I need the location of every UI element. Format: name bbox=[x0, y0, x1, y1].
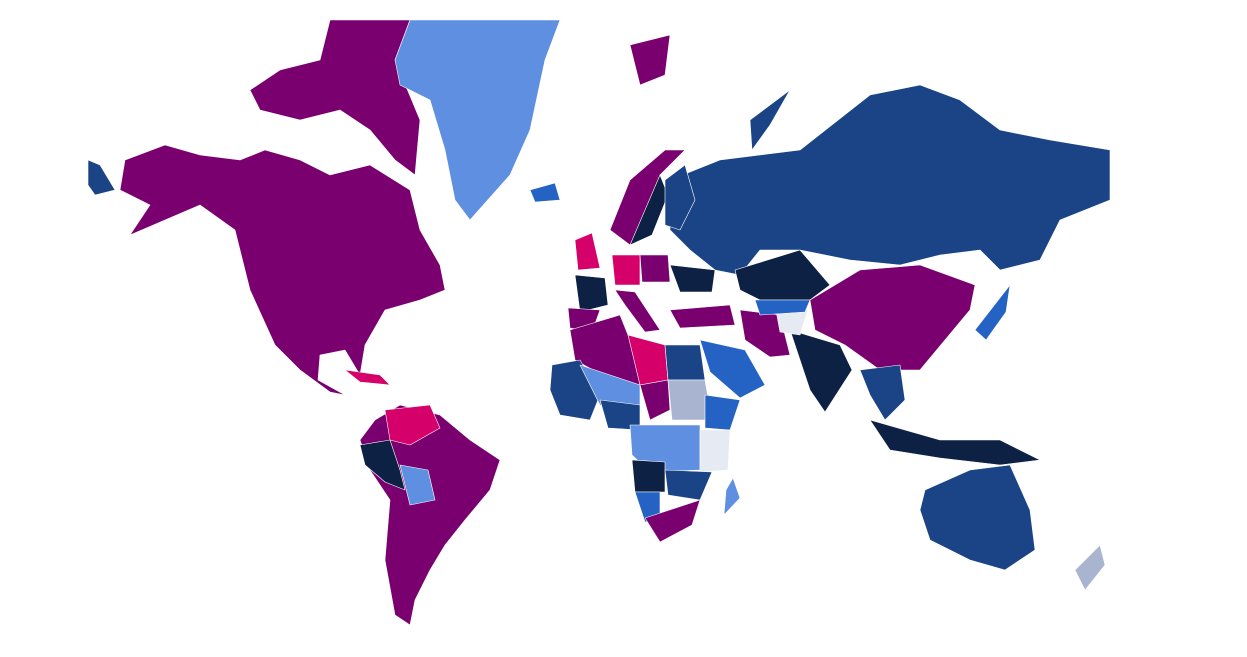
region-south-america[interactable] bbox=[359, 404, 501, 626]
region-new-zealand[interactable] bbox=[1074, 544, 1106, 591]
region-madagascar[interactable] bbox=[723, 477, 741, 516]
region-italy[interactable] bbox=[614, 289, 661, 333]
region-novaya-zemlya[interactable] bbox=[749, 89, 791, 151]
region-australia[interactable] bbox=[919, 464, 1036, 571]
region-central-asia[interactable] bbox=[754, 299, 811, 316]
region-kenya-tanzania[interactable] bbox=[699, 429, 731, 473]
region-peru[interactable] bbox=[359, 439, 406, 491]
region-japan[interactable] bbox=[974, 284, 1011, 341]
region-ethiopia[interactable] bbox=[704, 394, 741, 431]
region-uk[interactable] bbox=[574, 232, 601, 271]
region-alaska-tip[interactable] bbox=[87, 159, 116, 196]
region-france[interactable] bbox=[574, 274, 609, 313]
region-angola[interactable] bbox=[631, 459, 666, 493]
region-north-america[interactable] bbox=[119, 144, 446, 396]
region-svalbard[interactable] bbox=[629, 34, 671, 86]
region-arctic-islands[interactable] bbox=[249, 19, 421, 176]
region-india[interactable] bbox=[789, 329, 853, 413]
region-egypt[interactable] bbox=[664, 344, 706, 381]
region-bolivia[interactable] bbox=[399, 464, 436, 506]
region-finland[interactable] bbox=[664, 164, 696, 231]
region-sweden[interactable] bbox=[629, 174, 669, 246]
region-iceland[interactable] bbox=[529, 182, 561, 203]
region-venezuela[interactable] bbox=[384, 404, 441, 446]
region-south-africa[interactable] bbox=[644, 499, 701, 543]
region-cuba[interactable] bbox=[344, 369, 391, 386]
region-russia[interactable] bbox=[669, 84, 1111, 276]
region-chad[interactable] bbox=[639, 379, 671, 421]
region-turkey[interactable] bbox=[669, 304, 736, 329]
region-greenland[interactable] bbox=[394, 19, 561, 221]
region-zambia[interactable] bbox=[664, 469, 713, 501]
region-germany[interactable] bbox=[611, 254, 641, 286]
region-ukraine[interactable] bbox=[669, 264, 716, 293]
region-indonesia[interactable] bbox=[869, 419, 1041, 466]
region-china[interactable] bbox=[809, 264, 976, 371]
region-poland[interactable] bbox=[639, 254, 671, 283]
region-saudi-arabia[interactable] bbox=[699, 339, 766, 399]
region-southeast-asia[interactable] bbox=[859, 364, 906, 421]
